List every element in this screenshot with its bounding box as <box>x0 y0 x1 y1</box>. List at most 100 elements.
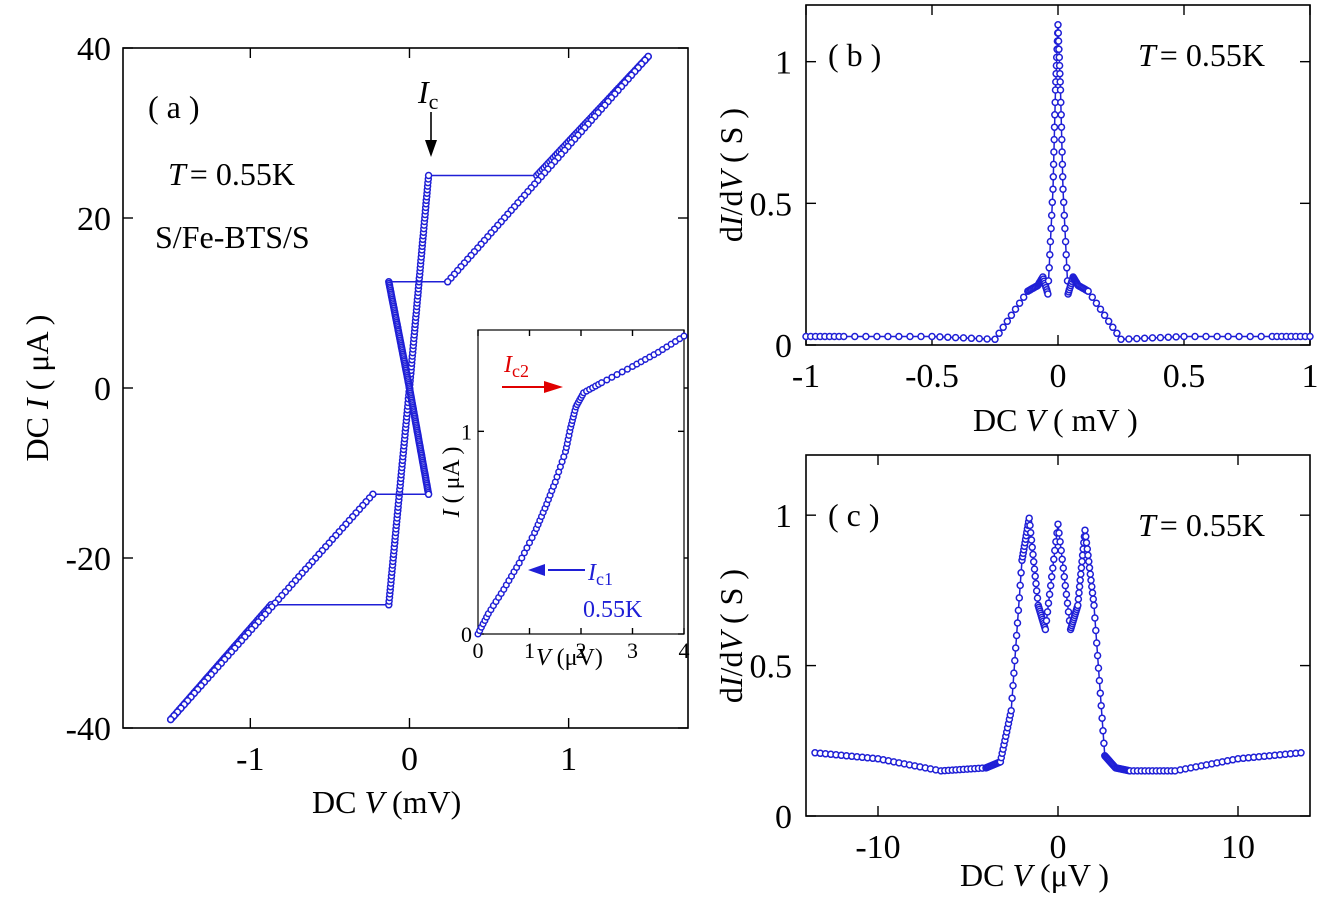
panel-b-point <box>1057 98 1065 107</box>
panel-c-ylabel-mid: /d <box>713 652 749 677</box>
inset-x-axis-label: V (μV) <box>536 645 603 671</box>
panel-a-temperature: T = 0.55K <box>168 156 295 192</box>
panel-b-point <box>1057 123 1066 131</box>
panel-b: -1 -0.5 0 0.5 1 00.51 ( b ) T = 0.55K DC V ( … <box>713 4 1319 438</box>
panel-b-point <box>995 329 1003 338</box>
inset-temperature: 0.55K <box>583 597 643 623</box>
inset-point <box>680 332 688 340</box>
panel-a-xlabel-prefix: DC <box>312 784 364 820</box>
panel-b-point <box>884 332 892 341</box>
panel-c-point <box>1063 599 1072 607</box>
panel-b-point <box>1213 332 1221 341</box>
panel-c-point <box>1060 573 1069 581</box>
panel-c-xlabel-var: V <box>1012 857 1035 893</box>
panel-b-series <box>802 21 1314 344</box>
panel-a-ic-symbol: I <box>417 74 430 110</box>
panel-b-point <box>1044 277 1053 285</box>
panel-b-point <box>1246 332 1254 341</box>
panel-c-point <box>1043 608 1052 616</box>
panel-c: -10 0 10 00.51 ( c ) T = 0.55K DC V (μV ) d… <box>713 454 1311 893</box>
panel-c-ylabel-unit: ( S ) <box>713 569 749 632</box>
panel-c-ylabel-pre: d <box>713 687 749 703</box>
panel-c-point <box>1007 706 1015 715</box>
panel-c-point <box>1029 558 1038 566</box>
panel-a-ylabel-var: I <box>19 397 55 410</box>
panel-c-point <box>1008 694 1016 702</box>
panel-a-x-tick-label: 1 <box>560 741 577 778</box>
panel-b-point <box>928 332 936 341</box>
panel-b-label: ( b ) <box>828 37 881 73</box>
panel-c-point <box>1026 521 1034 530</box>
inset-point <box>618 368 626 376</box>
panel-c-point <box>1077 570 1085 578</box>
panel-c-y-tick-label: 0.5 <box>750 649 793 686</box>
panel-c-y-axis-label: dI/dV ( S ) <box>713 569 749 703</box>
panel-c-point <box>1089 595 1098 603</box>
panel-b-ylabel-var2: V <box>713 168 749 191</box>
panel-c-point <box>1051 546 1059 555</box>
panel-a-ic-arrow-head <box>425 140 437 157</box>
panel-c-point <box>1046 581 1055 590</box>
panel-c-temperature: T = 0.55K <box>1138 507 1265 543</box>
panel-b-point <box>1056 69 1064 78</box>
panel-c-point <box>1013 619 1022 627</box>
panel-b-point <box>1015 299 1024 307</box>
panel-c-line <box>814 518 1302 772</box>
panel-b-point <box>1007 311 1016 320</box>
panel-c-point <box>1054 520 1062 528</box>
panel-c-point <box>1100 739 1108 748</box>
panel-a-y-tick-label: 0 <box>94 371 111 408</box>
panel-a-xlabel-unit: (mV) <box>384 784 461 820</box>
inset-x-tick-label: 0 <box>473 638 484 663</box>
panel-c-point <box>1031 572 1039 581</box>
panel-c-y-ticks: 00.51 <box>750 498 1310 836</box>
panel-c-point <box>1025 514 1033 522</box>
panel-b-point <box>862 332 870 341</box>
panel-c-point <box>1027 536 1036 544</box>
panel-b-point <box>1202 332 1210 341</box>
panel-b-point <box>951 333 960 342</box>
panel-c-point <box>1075 589 1083 597</box>
panel-b-point <box>1047 211 1056 220</box>
panel-c-point <box>1092 639 1101 647</box>
inset-ic2-label: Ic2 <box>503 352 529 381</box>
panel-b-xlabel-var: V <box>1025 402 1048 438</box>
panel-b-point <box>1050 123 1059 131</box>
panel-a-up-branch-point <box>424 171 433 180</box>
panel-b-point <box>1056 78 1064 86</box>
panel-b-point <box>1055 45 1063 54</box>
panel-b-ylabel-unit: ( S ) <box>713 108 749 171</box>
panel-a-temp-value: = 0.55K <box>190 156 295 192</box>
panel-b-x-ticks: -1 -0.5 0 0.5 1 <box>792 5 1319 395</box>
panel-c-point <box>1045 590 1054 599</box>
panel-b-point <box>1011 305 1020 313</box>
panel-c-point <box>1075 582 1084 591</box>
panel-b-temp-value: = 0.55K <box>1160 37 1265 73</box>
inset-x-tick-label: 2 <box>576 638 587 663</box>
panel-b-point <box>851 332 859 341</box>
panel-b-point <box>1088 293 1097 301</box>
panel-a-x-tick-label: -1 <box>236 741 264 778</box>
panel-b-point <box>944 333 952 341</box>
inset-ic1-label: Ic1 <box>587 560 613 589</box>
panel-c-point <box>1081 526 1089 534</box>
panel-b-point <box>1054 21 1062 29</box>
panel-b-point <box>1172 333 1180 341</box>
panel-c-point <box>1029 550 1037 559</box>
panel-b-point <box>1057 111 1065 119</box>
inset-x-tick-label: 1 <box>524 638 535 663</box>
panel-b-point <box>840 332 848 341</box>
panel-b-x-tick-label: 0.5 <box>1163 358 1206 395</box>
panel-c-point <box>1009 681 1017 690</box>
panel-c-point <box>1042 616 1051 625</box>
panel-c-point <box>1028 543 1036 552</box>
panel-b-point <box>1050 135 1058 144</box>
panel-b-point <box>1059 185 1067 193</box>
panel-c-x-axis-label: DC V (μV ) <box>960 857 1109 893</box>
panel-c-point <box>1098 714 1106 722</box>
panel-c-point <box>1092 626 1100 635</box>
panel-b-point <box>1051 111 1059 119</box>
panel-c-point <box>1033 594 1042 602</box>
